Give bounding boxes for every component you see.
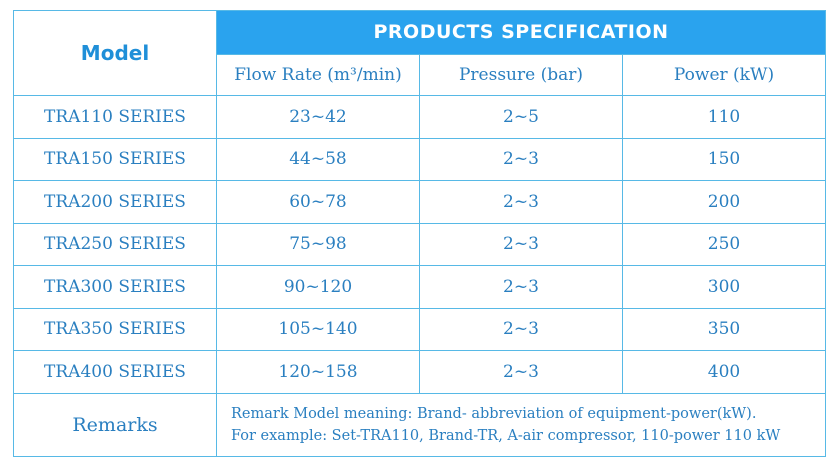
flow-cell: 60~78 [216, 180, 420, 224]
pressure-cell: 2~3 [419, 307, 623, 351]
spec-table-container: Model PRODUCTS SPECIFICATION Flow Rate (… [13, 10, 827, 461]
power-cell: 300 [621, 265, 827, 309]
table-row: TRA350 SERIES 105~140 2~3 350 [13, 307, 827, 351]
model-cell: TRA200 SERIES [13, 180, 217, 224]
power-cell: 110 [621, 95, 827, 139]
table-row: TRA200 SERIES 60~78 2~3 200 [13, 180, 827, 224]
remarks-line-2: For example: Set-TRA110, Brand-TR, A-air… [231, 427, 781, 444]
power-cell: 400 [621, 350, 827, 394]
table-row: TRA110 SERIES 23~42 2~5 110 [13, 95, 827, 139]
header-row-sub: Flow Rate (m³/min) Pressure (bar) Power … [14, 53, 827, 96]
flow-cell: 120~158 [216, 350, 420, 394]
flow-cell: 75~98 [216, 222, 420, 266]
remarks-row: Remarks Remark Model meaning: Brand- abb… [13, 392, 827, 457]
pressure-header: Pressure (bar) [419, 53, 623, 96]
table-row: TRA250 SERIES 75~98 2~3 250 [13, 222, 827, 266]
power-cell: 150 [621, 137, 827, 181]
flow-cell: 44~58 [216, 137, 420, 181]
table-row: TRA150 SERIES 44~58 2~3 150 [13, 137, 827, 181]
flow-cell: 105~140 [216, 307, 420, 351]
model-cell: TRA250 SERIES [13, 222, 217, 266]
model-column-header: Model [13, 10, 217, 96]
pressure-cell: 2~3 [419, 180, 623, 224]
power-header: Power (kW) [621, 53, 827, 96]
flow-cell: 23~42 [216, 95, 420, 139]
pressure-cell: 2~3 [419, 222, 623, 266]
pressure-cell: 2~3 [419, 265, 623, 309]
flow-cell: 90~120 [216, 265, 420, 309]
spec-title-header: PRODUCTS SPECIFICATION [215, 10, 827, 55]
model-cell: TRA300 SERIES [13, 265, 217, 309]
products-spec-table: Model PRODUCTS SPECIFICATION Flow Rate (… [13, 10, 827, 457]
pressure-cell: 2~3 [419, 137, 623, 181]
model-cell: TRA110 SERIES [13, 95, 217, 139]
remarks-label: Remarks [13, 392, 217, 457]
pressure-cell: 2~5 [419, 95, 623, 139]
remarks-line-1: Remark Model meaning: Brand- abbreviatio… [231, 405, 757, 422]
table-row: TRA400 SERIES 120~158 2~3 400 [13, 350, 827, 394]
header-row-top: Model PRODUCTS SPECIFICATION [13, 10, 827, 96]
model-cell: TRA150 SERIES [13, 137, 217, 181]
model-cell: TRA400 SERIES [13, 350, 217, 394]
power-cell: 250 [621, 222, 827, 266]
model-cell: TRA350 SERIES [13, 307, 217, 351]
flow-rate-header: Flow Rate (m³/min) [216, 53, 420, 96]
power-cell: 200 [621, 180, 827, 224]
pressure-cell: 2~3 [419, 350, 623, 394]
power-cell: 350 [621, 307, 827, 351]
remarks-text: Remark Model meaning: Brand- abbreviatio… [215, 392, 827, 457]
table-row: TRA300 SERIES 90~120 2~3 300 [13, 265, 827, 309]
